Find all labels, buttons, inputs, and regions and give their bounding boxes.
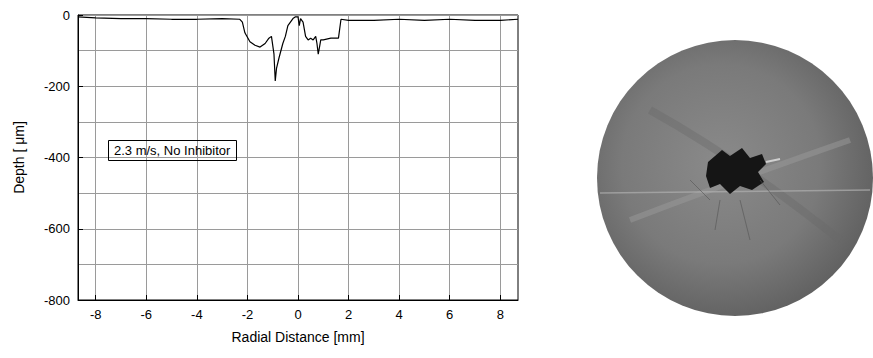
svg-text:0: 0: [63, 8, 70, 23]
svg-text:-6: -6: [140, 307, 152, 322]
svg-text:-800: -800: [44, 293, 70, 308]
svg-text:Radial Distance [mm]: Radial Distance [mm]: [231, 329, 364, 345]
svg-text:-600: -600: [44, 221, 70, 236]
svg-text:-400: -400: [44, 150, 70, 165]
svg-text:4: 4: [396, 307, 403, 322]
svg-text:8: 8: [497, 307, 504, 322]
svg-text:0: 0: [294, 307, 301, 322]
svg-text:Depth [ μm]: Depth [ μm]: [11, 121, 27, 194]
svg-text:-2: -2: [242, 307, 254, 322]
svg-text:-8: -8: [90, 307, 102, 322]
svg-text:2: 2: [345, 307, 352, 322]
svg-text:6: 6: [446, 307, 453, 322]
svg-text:-4: -4: [191, 307, 203, 322]
svg-text:2.3 m/s, No Inhibitor: 2.3 m/s, No Inhibitor: [114, 143, 231, 158]
svg-text:-200: -200: [44, 79, 70, 94]
